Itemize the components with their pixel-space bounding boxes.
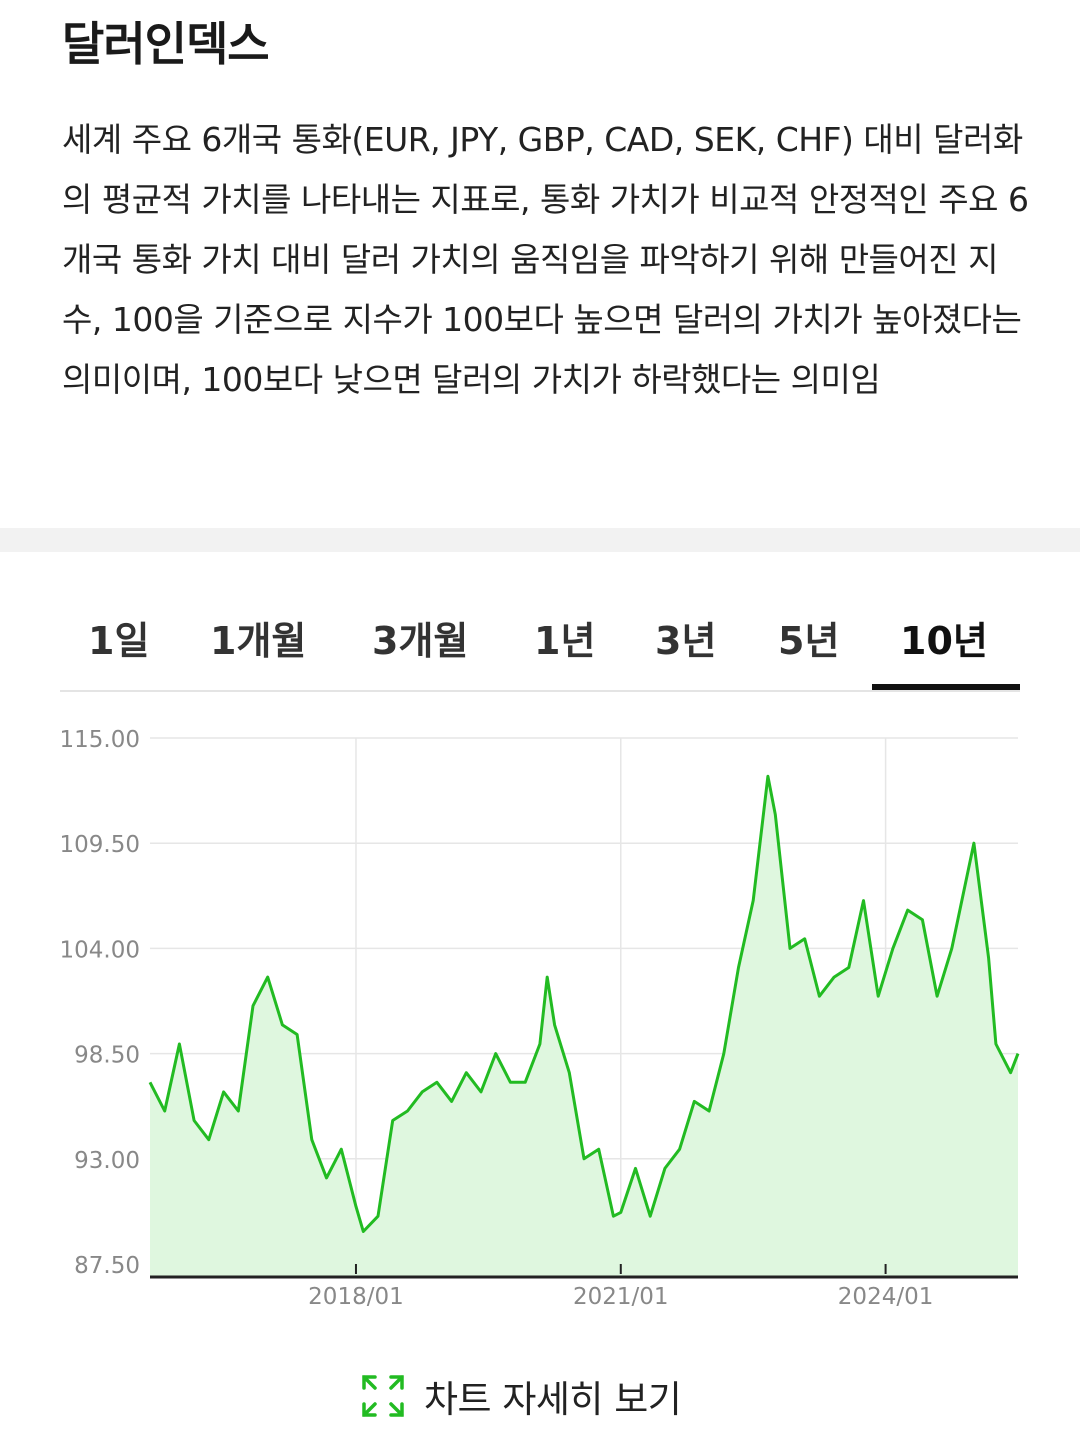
active-tab-indicator	[872, 684, 1020, 690]
tab-1-day[interactable]: 1일	[88, 619, 150, 663]
y-tick-label: 93.00	[74, 1148, 140, 1174]
x-tick-label: 2021/01	[573, 1284, 669, 1310]
y-tick-label: 87.50	[74, 1253, 140, 1279]
chart-area-fill	[150, 776, 1018, 1276]
x-axis-ticks: 2018/01 2021/01 2024/01	[308, 1264, 933, 1310]
tab-5-year[interactable]: 5년	[778, 619, 840, 663]
y-tick-label: 98.50	[74, 1043, 140, 1069]
x-tick-label: 2018/01	[308, 1284, 404, 1310]
tab-3-month[interactable]: 3개월	[372, 619, 469, 663]
chart-detail-link[interactable]: 차트 자세히 보기	[360, 1368, 682, 1424]
tab-10-year[interactable]: 10년	[900, 619, 988, 663]
y-tick-label: 115.00	[60, 727, 140, 753]
tab-1-year[interactable]: 1년	[534, 619, 596, 663]
period-tabs: 1일 1개월 3개월 1년 3년 5년 10년	[60, 600, 1020, 692]
tab-3-year[interactable]: 3년	[655, 619, 717, 663]
page-title: 달러인덱스	[62, 17, 270, 71]
y-tick-label: 104.00	[60, 937, 140, 963]
x-tick-label: 2024/01	[838, 1284, 934, 1310]
tab-1-month[interactable]: 1개월	[210, 619, 307, 663]
description-text: 세계 주요 6개국 통화(EUR, JPY, GBP, CAD, SEK, CH…	[62, 120, 1029, 399]
chart-detail-label: 차트 자세히 보기	[424, 1378, 682, 1421]
chart-line-series	[148, 774, 1020, 1233]
dollar-index-chart[interactable]: 115.00 109.50 104.00 98.50 93.00 87.50 2018/0…	[0, 700, 1080, 1330]
section-divider	[0, 528, 1080, 552]
expand-icon	[362, 1375, 404, 1417]
y-axis-ticks: 115.00 109.50 104.00 98.50 93.00 87.50	[60, 727, 140, 1279]
y-tick-label: 109.50	[60, 832, 140, 858]
